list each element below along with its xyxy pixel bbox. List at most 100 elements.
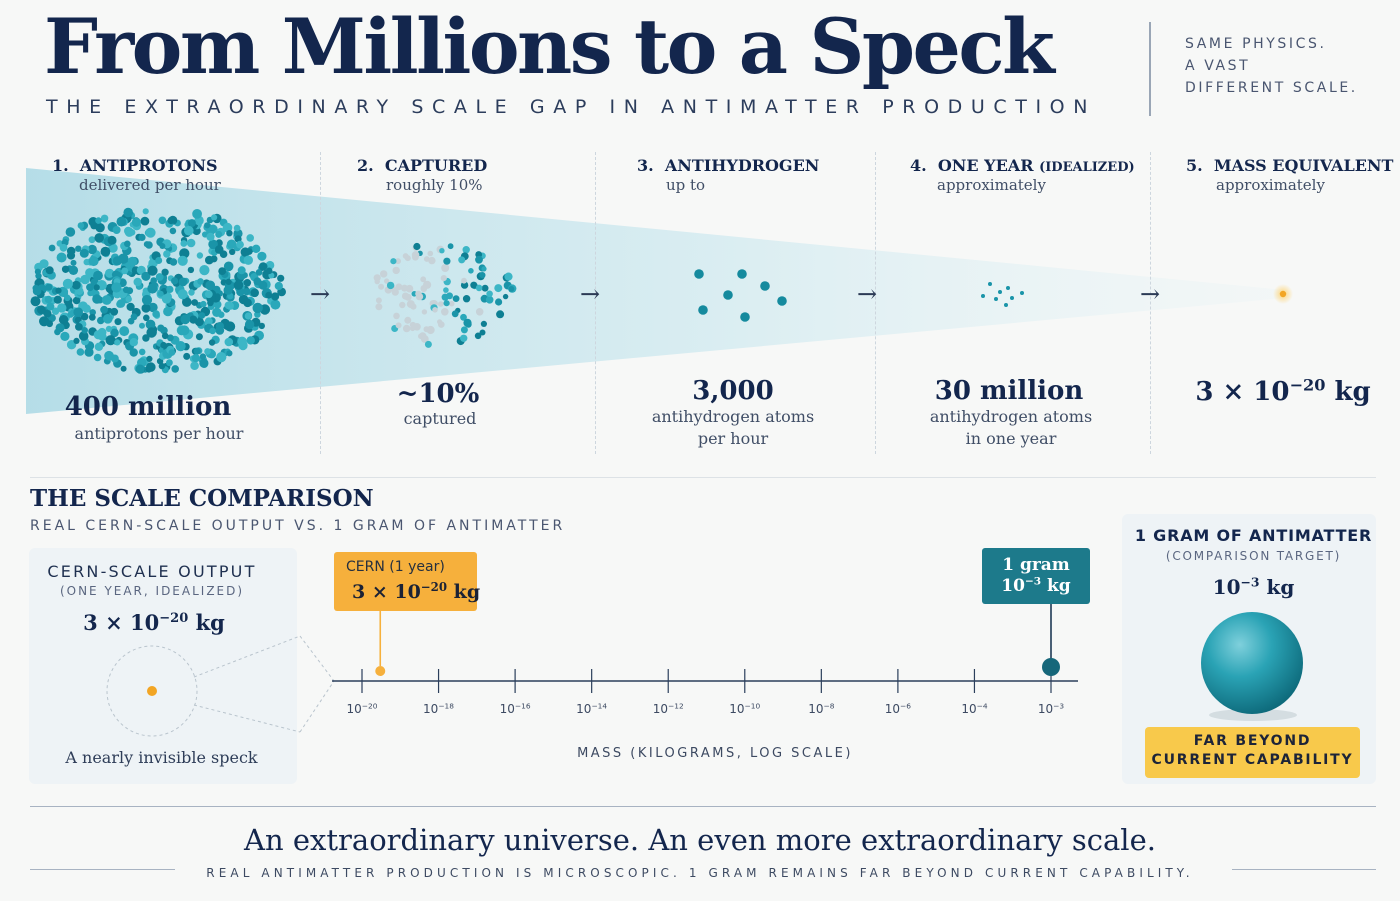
- stage-3-caption-line-1: antihydrogen atoms: [651, 407, 815, 426]
- lost-particle: [475, 308, 484, 316]
- antiproton-particle: [116, 216, 127, 227]
- antiproton-particle: [244, 319, 255, 330]
- badge-line-1: FAR BEYOND: [1193, 733, 1312, 749]
- antiproton-particle: [161, 294, 172, 304]
- stage-number: 2.: [357, 156, 374, 175]
- stage-1-value: 400 million: [64, 392, 232, 422]
- antiproton-particle: [229, 248, 236, 255]
- antiproton-particle: [34, 268, 42, 275]
- antiproton-particle: [114, 339, 121, 346]
- antiproton-particle: [225, 321, 236, 332]
- antiproton-particle: [105, 268, 115, 278]
- antiproton-particle: [30, 296, 41, 307]
- stage-number: 1.: [52, 156, 69, 175]
- stage-4-caption-line-2: in one year: [965, 429, 1057, 448]
- zoom-line: [299, 635, 335, 682]
- captured-particle: [475, 284, 483, 292]
- comparison-title: THE SCALE COMPARISON: [30, 485, 374, 512]
- capability-badge: [1145, 727, 1360, 778]
- comparison-subtitle: REAL CERN-SCALE OUTPUT VS. 1 GRAM OF ANT…: [30, 518, 566, 534]
- antiproton-particle: [148, 302, 158, 313]
- tagline-line-3: DIFFERENT SCALE.: [1185, 80, 1358, 96]
- stage-5-subtitle: approximately: [1216, 176, 1325, 194]
- captured-particle: [481, 284, 489, 292]
- antiproton-particle: [141, 303, 151, 313]
- antiproton-particle: [208, 239, 218, 250]
- lost-particle: [415, 292, 424, 301]
- antiproton-particle: [110, 328, 119, 338]
- lost-particle: [420, 276, 427, 283]
- antiproton-particle: [226, 230, 233, 237]
- antiproton-particle: [88, 256, 99, 267]
- x-tick-label: 10−10: [729, 701, 761, 716]
- antiproton-particle: [205, 280, 216, 291]
- antiproton-particle: [97, 316, 105, 325]
- antiproton-particle: [190, 361, 199, 371]
- antiproton-particle: [121, 267, 129, 275]
- lost-particle: [373, 274, 381, 282]
- antiproton-particle: [246, 336, 255, 345]
- antiproton-particle: [45, 283, 53, 291]
- stage-title: ONE YEAR: [937, 156, 1034, 175]
- antimatter-sphere: [1201, 612, 1303, 721]
- stage-3-caption-line-2: per hour: [697, 429, 769, 448]
- antiproton-particle: [177, 289, 188, 300]
- captured-particle: [452, 295, 460, 302]
- x-tick-label: 10−3: [1037, 701, 1065, 716]
- antiproton-particle: [145, 241, 153, 249]
- antiproton-particle: [122, 286, 130, 294]
- antiproton-particle: [206, 232, 215, 241]
- lost-particle: [378, 283, 385, 290]
- antiproton-particle: [95, 223, 105, 233]
- cern-output-caption: A nearly invisible speck: [65, 748, 258, 767]
- lost-particle: [441, 308, 449, 316]
- antiproton-particle: [61, 265, 70, 273]
- antiproton-particle: [104, 350, 114, 361]
- antiproton-particle: [208, 339, 216, 346]
- captured-particle: [443, 287, 449, 293]
- x-tick-label: 10−8: [808, 701, 835, 716]
- antiproton-particle: [200, 300, 207, 308]
- antiproton-particle: [75, 245, 82, 252]
- stage-4-caption-line-1: antihydrogen atoms: [929, 407, 1093, 426]
- antiproton-particle: [124, 227, 135, 237]
- antiproton-particle: [166, 359, 173, 367]
- antiproton-particle: [81, 327, 88, 334]
- antiproton-particle: [123, 207, 133, 218]
- arrow-right-icon: →: [857, 280, 878, 308]
- antiproton-particle: [138, 233, 146, 241]
- captured-particle: [485, 296, 494, 304]
- antiproton-particle: [62, 278, 73, 289]
- antiproton-particle: [142, 208, 149, 215]
- antiproton-particle: [224, 301, 233, 310]
- captured-particle: [451, 310, 459, 318]
- lost-particle: [410, 303, 417, 310]
- antiproton-particle: [56, 252, 67, 263]
- antiproton-particle: [161, 268, 169, 276]
- antiproton-particle: [79, 248, 89, 258]
- antiproton-particle: [277, 274, 285, 282]
- captured-particle: [386, 281, 395, 290]
- antiproton-particle: [215, 326, 225, 335]
- stage-title: ANTIHYDROGEN: [664, 156, 820, 175]
- mass-speck: [1279, 290, 1287, 298]
- antiproton-particle: [155, 273, 164, 281]
- stage-title: MASS EQUIVALENT: [1213, 156, 1394, 175]
- antiproton-particle: [188, 289, 195, 296]
- antiproton-particle: [236, 287, 245, 297]
- antiproton-particle: [100, 305, 108, 314]
- antiproton-particle: [87, 290, 94, 297]
- antiproton-particle: [161, 332, 169, 340]
- antiproton-particle: [146, 355, 153, 362]
- antiproton-particle: [216, 352, 227, 363]
- antiproton-particle: [105, 335, 116, 346]
- cern-data-point: [375, 666, 386, 676]
- stage-3-subtitle: up to: [666, 176, 706, 194]
- antiproton-particle: [204, 317, 213, 326]
- antihydrogen-atom: [740, 312, 750, 322]
- antiproton-particle: [223, 261, 234, 272]
- cern-callout: [334, 552, 477, 611]
- antiproton-particle: [65, 227, 76, 237]
- lost-particle: [402, 253, 409, 259]
- antiproton-particle: [120, 365, 127, 372]
